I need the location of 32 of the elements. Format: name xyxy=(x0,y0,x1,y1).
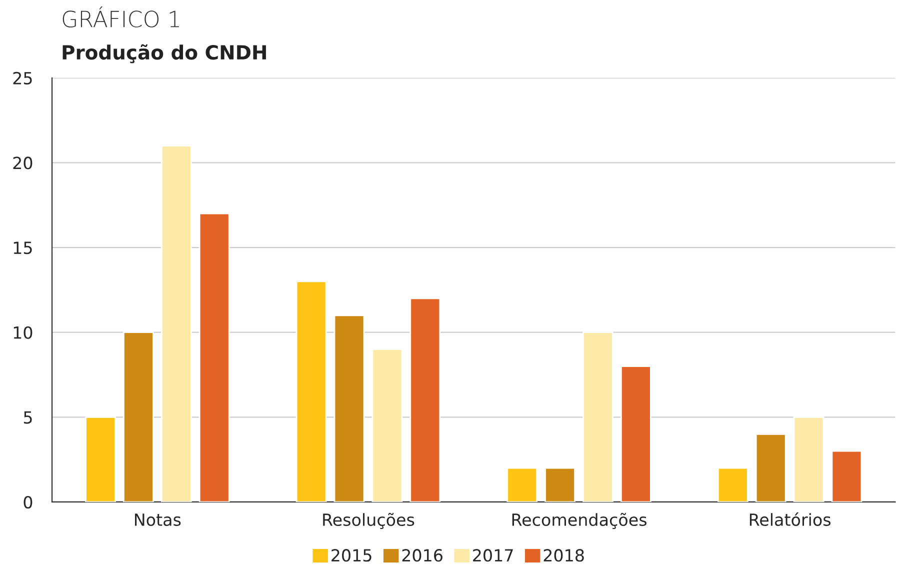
bar xyxy=(296,280,327,502)
y-tick-label: 0 xyxy=(24,496,32,509)
y-tick-label: 15 xyxy=(14,242,32,254)
bar xyxy=(793,416,824,502)
bar xyxy=(123,332,154,502)
y-tick-label: 5 xyxy=(24,411,32,424)
x-tick-label: Recomendações xyxy=(512,512,646,530)
x-tick-label: Relatórios xyxy=(750,512,831,526)
chart-title: GRÁFICO 1 xyxy=(62,6,179,28)
bar xyxy=(372,348,403,502)
y-tick-label: 20 xyxy=(13,156,32,170)
chart-subtitle: Produção do CNDH xyxy=(62,44,266,64)
y-tick-label: 25 xyxy=(13,72,32,84)
bar xyxy=(831,450,862,502)
bar xyxy=(198,212,230,502)
bar xyxy=(717,467,748,502)
x-tick-label: Resoluções xyxy=(323,512,414,530)
bar xyxy=(544,467,576,502)
bar xyxy=(334,314,365,502)
bar xyxy=(506,467,538,502)
y-tick-label: 10 xyxy=(14,326,32,339)
bar xyxy=(755,433,786,502)
x-tick-label: Notas xyxy=(135,514,181,526)
legend-label: 2018 xyxy=(544,549,584,562)
bar xyxy=(582,332,614,502)
legend-label: 2015 xyxy=(332,549,372,562)
bar xyxy=(160,145,192,502)
legend-label: 2016 xyxy=(402,549,442,562)
bar xyxy=(620,366,652,502)
legend-label: 2017 xyxy=(473,549,513,562)
bar xyxy=(85,416,116,502)
bar xyxy=(410,298,441,502)
